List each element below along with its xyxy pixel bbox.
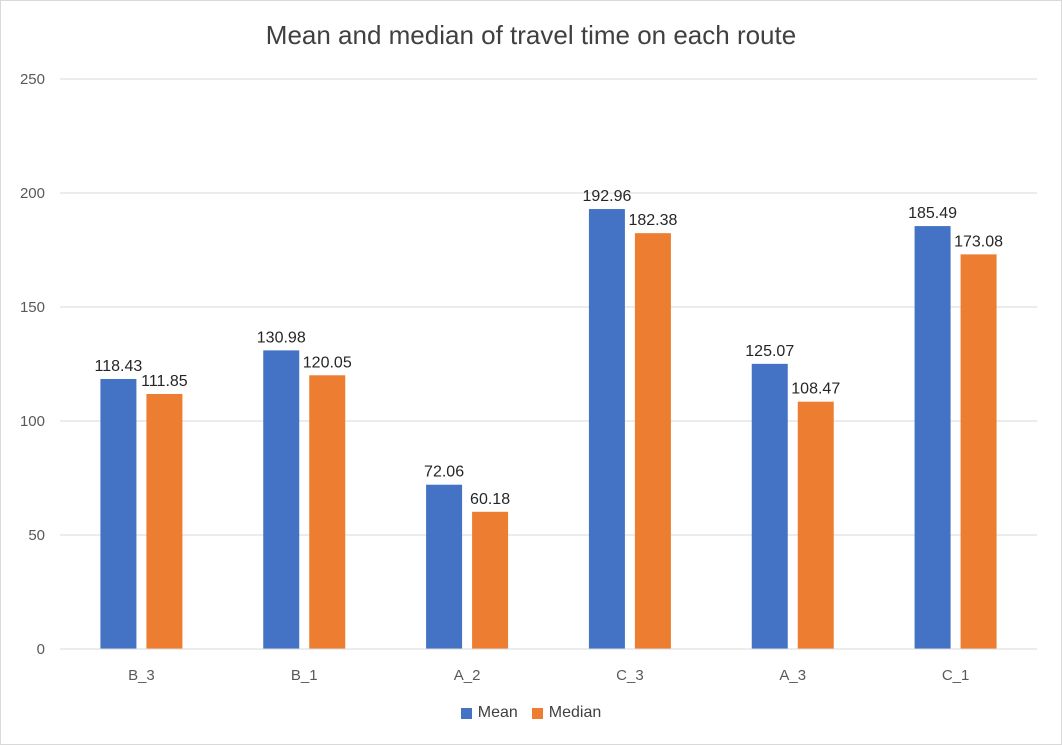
x-tick-label: B_3 <box>128 667 155 684</box>
legend-swatch <box>460 707 472 719</box>
data-label: 60.18 <box>470 491 510 508</box>
legend-item-mean: Mean <box>460 704 518 722</box>
data-label: 125.07 <box>745 343 794 360</box>
chart-title: Mean and median of travel time on each r… <box>265 20 797 50</box>
bar-median-a-2 <box>472 511 509 649</box>
y-tick-label: 150 <box>20 299 45 316</box>
y-tick-label: 200 <box>20 185 45 202</box>
data-label: 173.08 <box>954 233 1003 250</box>
y-tick-label: 250 <box>20 71 45 88</box>
bar-mean-c-3 <box>588 209 625 649</box>
data-label: 182.38 <box>628 212 677 229</box>
bar-median-c-1 <box>960 254 997 649</box>
data-label: 192.96 <box>582 188 631 205</box>
x-axis-ticks: B_3 B_1 A_2 C_3 A_3 C_1 <box>60 648 1037 684</box>
bar-median-b-1 <box>309 375 346 649</box>
bar-mean-a-3 <box>751 363 788 649</box>
gridlines <box>60 78 1037 650</box>
bar-mean-a-2 <box>426 484 463 649</box>
bar-median-a-3 <box>797 401 834 649</box>
bar-mean-c-1 <box>914 226 951 649</box>
bars <box>100 209 997 650</box>
data-label: 111.85 <box>141 373 188 390</box>
legend-item-median: Median <box>531 704 602 722</box>
bar-mean-b-1 <box>263 350 300 649</box>
data-label: 185.49 <box>908 205 957 222</box>
data-label: 72.06 <box>424 464 464 481</box>
data-label: 120.05 <box>303 354 352 371</box>
data-label: 118.43 <box>95 358 143 375</box>
y-tick-label: 0 <box>37 641 45 658</box>
x-tick-label: A_2 <box>454 667 481 684</box>
bar-median-c-3 <box>634 233 671 650</box>
data-label: 130.98 <box>257 329 306 346</box>
x-tick-label: C_1 <box>942 667 970 684</box>
y-axis-ticks: 0 50 100 150 200 250 <box>20 71 45 658</box>
legend-label: Mean <box>477 704 518 721</box>
bar-median-b-3 <box>146 393 183 649</box>
legend: Mean Median <box>0 704 1062 722</box>
y-tick-label: 100 <box>20 413 45 430</box>
y-tick-label: 50 <box>28 527 45 544</box>
x-tick-label: C_3 <box>616 667 644 684</box>
x-tick-label: A_3 <box>779 667 806 684</box>
legend-swatch <box>531 707 543 719</box>
x-tick-label: B_1 <box>291 667 318 684</box>
legend-label: Median <box>548 704 602 721</box>
data-label: 108.47 <box>791 381 840 398</box>
bar-mean-b-3 <box>100 378 137 649</box>
